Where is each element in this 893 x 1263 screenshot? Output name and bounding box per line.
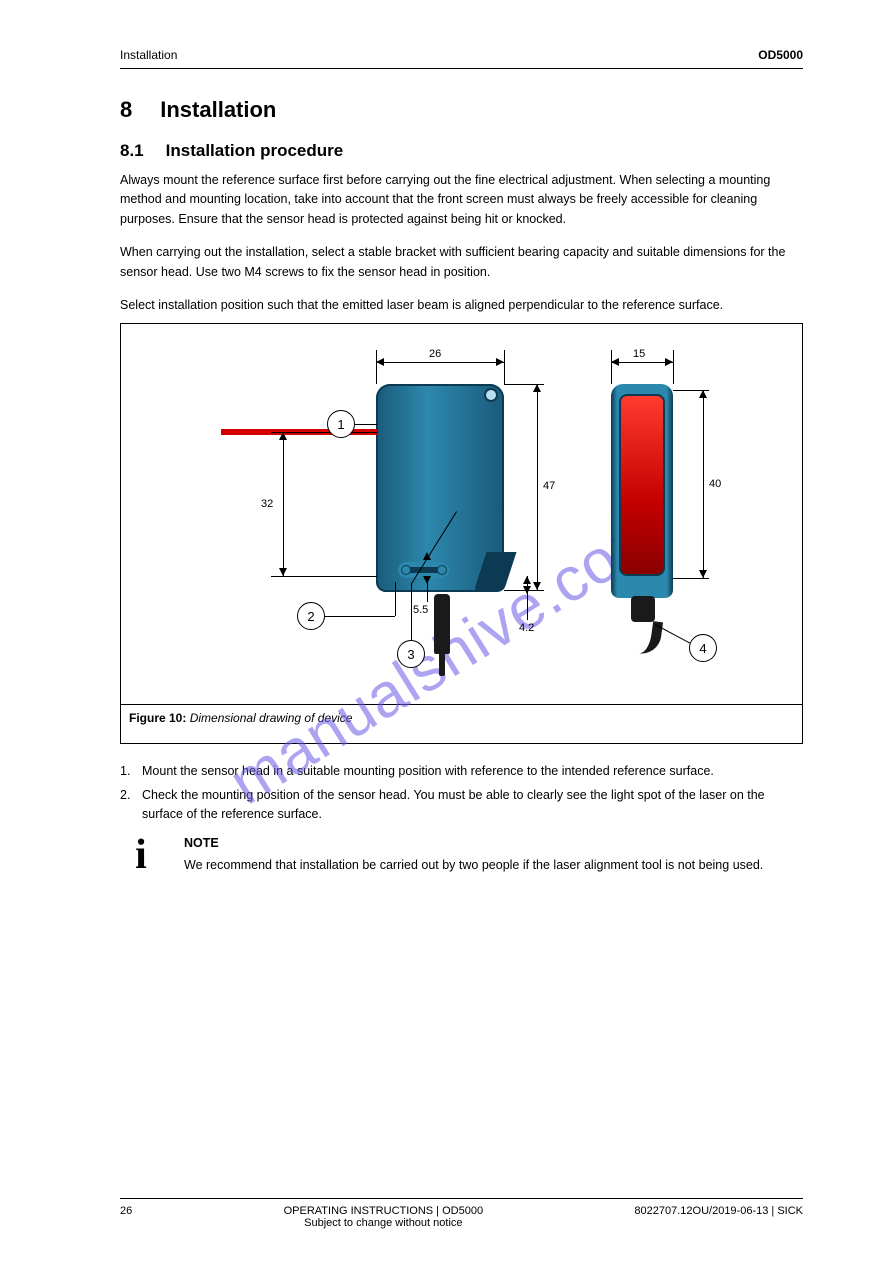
step-text: Check the mounting position of the senso… <box>142 786 803 825</box>
section-number: 8 <box>120 97 132 122</box>
leader <box>411 584 412 640</box>
dim-arrow <box>665 358 673 366</box>
dim-ext <box>504 350 505 384</box>
dim-ext <box>673 578 709 579</box>
dim-arrow <box>523 586 531 594</box>
page-footer: 26 OPERATING INSTRUCTIONS | OD5000 Subje… <box>120 1198 803 1229</box>
header-right: OD5000 <box>758 48 803 62</box>
dim-ext <box>673 350 674 384</box>
dim-arrow <box>533 384 541 392</box>
dim-arrow <box>423 576 431 584</box>
device-side-view <box>376 384 504 592</box>
note-block: i NOTE We recommend that installation be… <box>120 834 803 876</box>
connector-side <box>434 594 450 654</box>
figure-canvas: 26 32 47 4.2 5.5 15 <box>121 324 802 704</box>
footer-doc-title: OPERATING INSTRUCTIONS | OD5000 <box>284 1205 483 1217</box>
figure-title: Dimensional drawing of device <box>190 711 353 725</box>
info-icon: i <box>120 834 162 876</box>
dim-ext <box>376 350 377 384</box>
dim-value: 26 <box>429 348 441 360</box>
footer-center: OPERATING INSTRUCTIONS | OD5000 Subject … <box>284 1205 483 1229</box>
device-front-view <box>611 384 673 598</box>
callout-2: 2 <box>297 602 325 630</box>
dim-arrow <box>376 358 384 366</box>
paragraph: Always mount the reference surface first… <box>120 171 803 229</box>
paragraph: When carrying out the installation, sele… <box>120 243 803 282</box>
dim-value: 32 <box>261 498 273 510</box>
dim-arrow <box>523 576 531 584</box>
list-item: 1. Mount the sensor head in a suitable m… <box>120 762 803 781</box>
header-left: Installation <box>120 48 177 62</box>
figure-caption: Figure 10: Dimensional drawing of device <box>121 704 802 743</box>
device-lens <box>619 394 665 576</box>
callout-3: 3 <box>397 640 425 668</box>
step-num: 2. <box>120 786 142 825</box>
dim-line <box>283 432 284 576</box>
page-number: 26 <box>120 1205 132 1229</box>
dim-line <box>376 362 504 363</box>
dim-arrow <box>699 570 707 578</box>
figure-label: Figure 10: <box>129 711 186 725</box>
callout-4: 4 <box>689 634 717 662</box>
dim-value: 40 <box>709 478 721 490</box>
dim-line <box>611 362 673 363</box>
subsection-text: Installation procedure <box>166 141 344 160</box>
step-text: Mount the sensor head in a suitable moun… <box>142 762 714 781</box>
dim-arrow <box>496 358 504 366</box>
subsection-title: 8.1 Installation procedure <box>120 141 803 161</box>
dim-arrow <box>699 390 707 398</box>
leader <box>395 582 396 616</box>
note-body: We recommend that installation be carrie… <box>184 858 763 872</box>
note-text: NOTE We recommend that installation be c… <box>184 834 803 875</box>
dim-arrow <box>533 582 541 590</box>
leader <box>325 616 395 617</box>
dim-line <box>537 384 538 590</box>
step-num: 1. <box>120 762 142 781</box>
section-title: 8 Installation <box>120 97 803 123</box>
dim-arrow <box>279 568 287 576</box>
footer-subtext: Subject to change without notice <box>304 1217 462 1229</box>
page-header: Installation OD5000 <box>120 48 803 69</box>
figure: 26 32 47 4.2 5.5 15 <box>120 323 803 744</box>
paragraph: Select installation position such that t… <box>120 296 803 315</box>
leader <box>355 424 377 425</box>
dim-ext <box>271 576 377 577</box>
steps-list: 1. Mount the sensor head in a suitable m… <box>120 762 803 824</box>
section-text: Installation <box>160 97 276 122</box>
dim-line <box>703 390 704 578</box>
dim-value: 5.5 <box>413 604 428 616</box>
dim-value: 47 <box>543 480 555 492</box>
dim-arrow <box>611 358 619 366</box>
note-lead: NOTE <box>184 834 803 853</box>
dim-value: 4.2 <box>519 622 534 634</box>
subsection-number: 8.1 <box>120 141 144 160</box>
dim-arrow <box>279 432 287 440</box>
footer-right: 8022707.12OU/2019-06-13 | SICK <box>634 1205 803 1229</box>
dim-ext <box>611 350 612 384</box>
mounting-hole-top <box>486 390 496 400</box>
dim-value: 15 <box>633 348 645 360</box>
cable-front <box>631 596 655 622</box>
list-item: 2. Check the mounting position of the se… <box>120 786 803 825</box>
